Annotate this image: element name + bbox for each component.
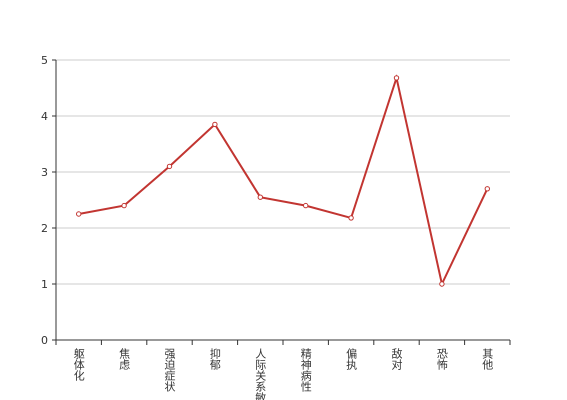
x-tick-label: 人际关系敏感 xyxy=(254,348,267,400)
y-tick-label: 0 xyxy=(41,334,48,347)
y-tick-label: 1 xyxy=(41,278,48,291)
point xyxy=(348,215,354,221)
point xyxy=(257,194,263,200)
x-tick-label: 其他 xyxy=(481,348,494,370)
x-tick-label: 躯体化 xyxy=(72,348,85,382)
point xyxy=(439,281,445,287)
line xyxy=(78,74,489,288)
point xyxy=(303,202,309,209)
y-tick-label: 2 xyxy=(41,222,48,235)
x-tick-label: 焦虑 xyxy=(118,348,131,370)
y-tick-label: 3 xyxy=(41,166,48,179)
point xyxy=(212,121,218,128)
x-tick-label: 强迫症状 xyxy=(163,348,176,392)
point xyxy=(484,186,490,192)
x-tick-label: 偏执 xyxy=(345,347,358,371)
point xyxy=(393,75,400,81)
x-tick-label: 敌对 xyxy=(390,347,403,370)
x-tick-label: 抑郁 xyxy=(208,347,221,370)
x-tick-label: 精神病性 xyxy=(299,348,312,393)
point xyxy=(76,211,82,217)
point xyxy=(166,163,173,170)
y-tick-label: 5 xyxy=(41,54,48,67)
y-tick-label: 4 xyxy=(41,110,48,123)
point xyxy=(121,202,127,209)
x-tick-label: 恐怖 xyxy=(435,348,448,370)
